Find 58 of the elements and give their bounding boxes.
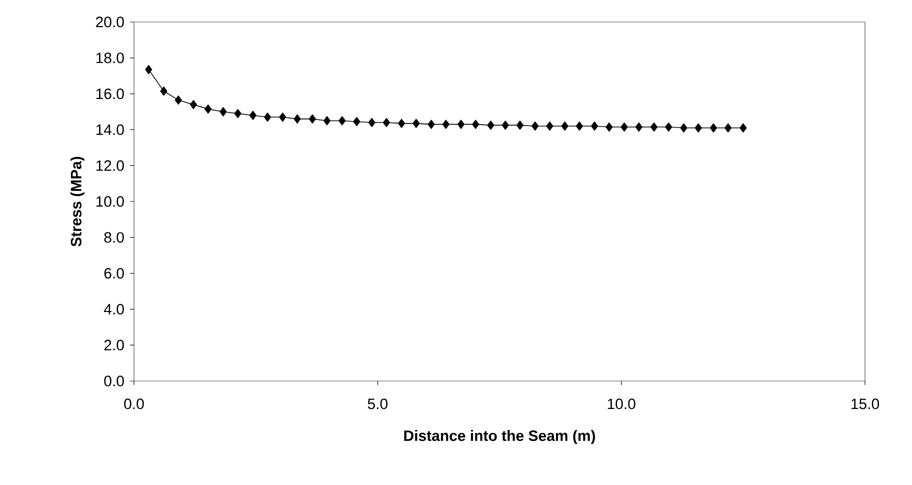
y-tick-label: 2.0 [104,340,124,350]
x-tick-label: 0.0 [124,398,144,410]
x-tick-label: 15.0 [852,398,880,410]
point [532,122,539,131]
y-tick-label: 6.0 [104,268,124,279]
point [145,64,152,74]
point [561,122,568,131]
y-axis-title: Stress (MPa) [70,156,84,246]
point [606,122,613,132]
point [665,122,672,132]
point [323,116,331,126]
point [190,100,198,110]
point [442,120,450,129]
point [412,118,420,128]
y-tick-label: 16.0 [96,88,124,100]
point [428,120,435,129]
point [576,122,583,131]
point [502,120,509,130]
point [487,120,494,130]
point [382,118,390,128]
point [160,86,168,96]
y-tick-label: 12.0 [96,160,124,171]
point [680,123,688,132]
point [264,112,272,122]
point [174,95,182,105]
point [368,118,376,128]
point [472,120,480,129]
point [234,108,242,118]
point [724,123,732,132]
x-tick-label: 10.0 [608,398,636,410]
y-tick-label: 10.0 [96,196,124,207]
y-tick-label: 8.0 [104,232,124,243]
y-tick-label: 0.0 [104,376,124,386]
point [546,122,554,131]
point [398,118,406,128]
x-axis-title: Distance into the Seam (m) [404,430,596,444]
y-tick-label: 14.0 [96,124,124,135]
point [279,112,286,122]
y-tick-label: 20.0 [96,16,124,28]
point [220,107,227,116]
y-tick-label: 4.0 [104,304,124,315]
y-tick-label: 18.0 [96,52,124,64]
point [590,122,598,131]
point [294,114,301,124]
point [457,120,465,129]
point [204,104,212,114]
point [308,114,316,124]
x-tick-label: 5.0 [368,398,388,410]
point [620,122,628,132]
point [635,122,642,132]
point [650,122,658,132]
point [249,110,256,120]
point [338,116,346,126]
point [694,123,702,132]
point [516,120,524,130]
point [740,123,747,132]
point [710,123,717,132]
point [353,117,360,126]
